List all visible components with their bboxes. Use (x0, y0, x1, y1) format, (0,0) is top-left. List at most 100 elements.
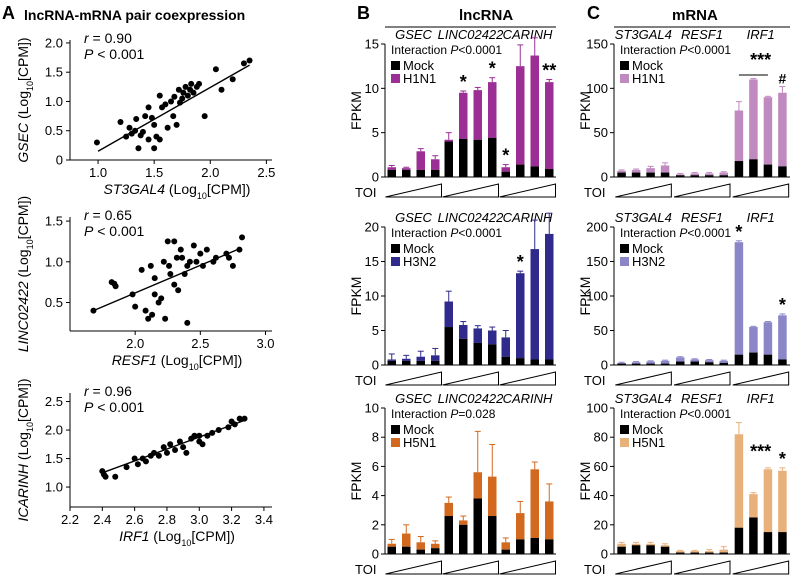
bar-infected (416, 542, 425, 550)
data-point (132, 303, 139, 310)
data-point (112, 473, 119, 480)
x-tick-label: 1.5 (145, 165, 163, 180)
group-label: LINC02422 (438, 391, 505, 406)
bar-mock (545, 169, 554, 177)
toi-label: TOI (355, 185, 376, 200)
y-tick-label: 80 (594, 430, 608, 445)
data-point (142, 458, 149, 465)
data-point (188, 80, 195, 87)
x-tick-label: 3.2 (223, 512, 241, 527)
data-point (218, 86, 225, 93)
bar-mock (402, 546, 411, 554)
bar-mock (516, 539, 525, 554)
bar-mock (444, 327, 453, 365)
data-point (239, 234, 246, 241)
bar-infected (444, 502, 453, 517)
legend-label: H1N1 (632, 71, 665, 86)
bar-infected (545, 501, 554, 540)
data-point (156, 136, 163, 143)
data-point (180, 89, 187, 96)
y-tick-label: 2.5 (45, 394, 63, 409)
bar-infected (444, 139, 453, 142)
data-point (126, 124, 133, 131)
group-label: ST3GAL4 (615, 391, 672, 406)
bar-infected (719, 172, 728, 176)
data-point (191, 432, 198, 439)
bar-infected (545, 82, 554, 170)
bar-infected (473, 90, 482, 140)
significance-mark: ** (542, 60, 556, 80)
legend-label: Mock (632, 241, 664, 256)
bar-mock (749, 517, 758, 554)
bar-mock (705, 362, 714, 365)
x-tick-label: 2.2 (61, 512, 79, 527)
legend-label: Mock (632, 422, 664, 437)
bar-infected (617, 543, 626, 547)
bar-chart-5: 0 5 10 15 20 FPKM GSEC LINC02422 CARINHInteracti… (348, 210, 556, 388)
legend-swatch (620, 438, 629, 447)
bar-infected (416, 151, 425, 170)
data-point (180, 444, 187, 451)
data-point (142, 113, 149, 120)
group-label: CARINH (503, 210, 553, 225)
x-tick-label: 3.0 (256, 336, 274, 351)
panel-a-title: lncRNA-mRNA pair coexpression (24, 7, 245, 23)
bar-mock (705, 552, 714, 554)
bar-infected (676, 174, 685, 176)
bar-infected (734, 242, 744, 355)
y-axis-label: FPKM (348, 462, 364, 501)
data-point (197, 250, 204, 257)
legend-swatch (620, 244, 629, 253)
bar-mock (516, 164, 525, 177)
y-tick-label: 0.5 (45, 123, 63, 138)
toi-label: TOI (584, 562, 605, 577)
interaction-text: Interaction P<0.0001 (620, 43, 731, 57)
y-axis-label: LINC02422 (Log10[CPM]) (15, 196, 35, 352)
x-axis-label: ST3GAL4 (Log10[CPM]) (104, 181, 251, 201)
bar-mock (719, 175, 728, 177)
bar-infected (690, 551, 699, 553)
data-point (163, 449, 170, 456)
bar-mock (676, 552, 685, 554)
bar-mock (516, 358, 525, 365)
toi-triangle (615, 371, 672, 386)
stat-r: r = 0.65 (84, 207, 132, 223)
y-tick-label: 1.5 (45, 65, 63, 80)
legend-swatch (391, 244, 400, 253)
bar-chart-4: 0 5 10 15 FPKM GSEC LINC02422 CARINHInteraction… (348, 27, 556, 200)
data-point (162, 315, 169, 322)
y-tick-label: 8 (372, 430, 379, 445)
group-label: IRF1 (747, 391, 775, 406)
bar-infected (488, 476, 497, 517)
data-point (175, 287, 182, 294)
y-tick-label: 100 (586, 289, 608, 304)
y-tick-label: 0.5 (45, 295, 63, 310)
stat-p: P < 0.001 (84, 46, 145, 62)
data-point (175, 86, 182, 93)
data-point (145, 315, 152, 322)
data-point (158, 295, 165, 302)
regression-line (93, 248, 240, 312)
bar-mock (690, 552, 699, 554)
toi-triangle (732, 183, 790, 198)
toi-label: TOI (584, 373, 605, 388)
significance-mark: # (779, 71, 787, 87)
bar-mock (530, 359, 539, 365)
significance-mark: * (460, 72, 467, 92)
bar-infected (431, 159, 440, 170)
bar-mock (646, 545, 655, 554)
significance-mark: * (517, 252, 524, 272)
interaction-text: Interaction P<0.0001 (620, 226, 731, 240)
group-label: RESF1 (681, 210, 723, 225)
regression-line (97, 64, 250, 152)
bar-mock (416, 549, 425, 554)
bar-infected (690, 173, 699, 176)
group-label: IRF1 (747, 27, 775, 42)
interaction-text: Interaction P<0.0001 (391, 43, 502, 57)
x-tick-label: 3.4 (255, 512, 273, 527)
bar-infected (676, 357, 685, 362)
y-tick-label: 0 (372, 358, 379, 373)
bar-mock (646, 172, 655, 177)
data-point (167, 441, 174, 448)
toi-triangle (732, 371, 790, 386)
